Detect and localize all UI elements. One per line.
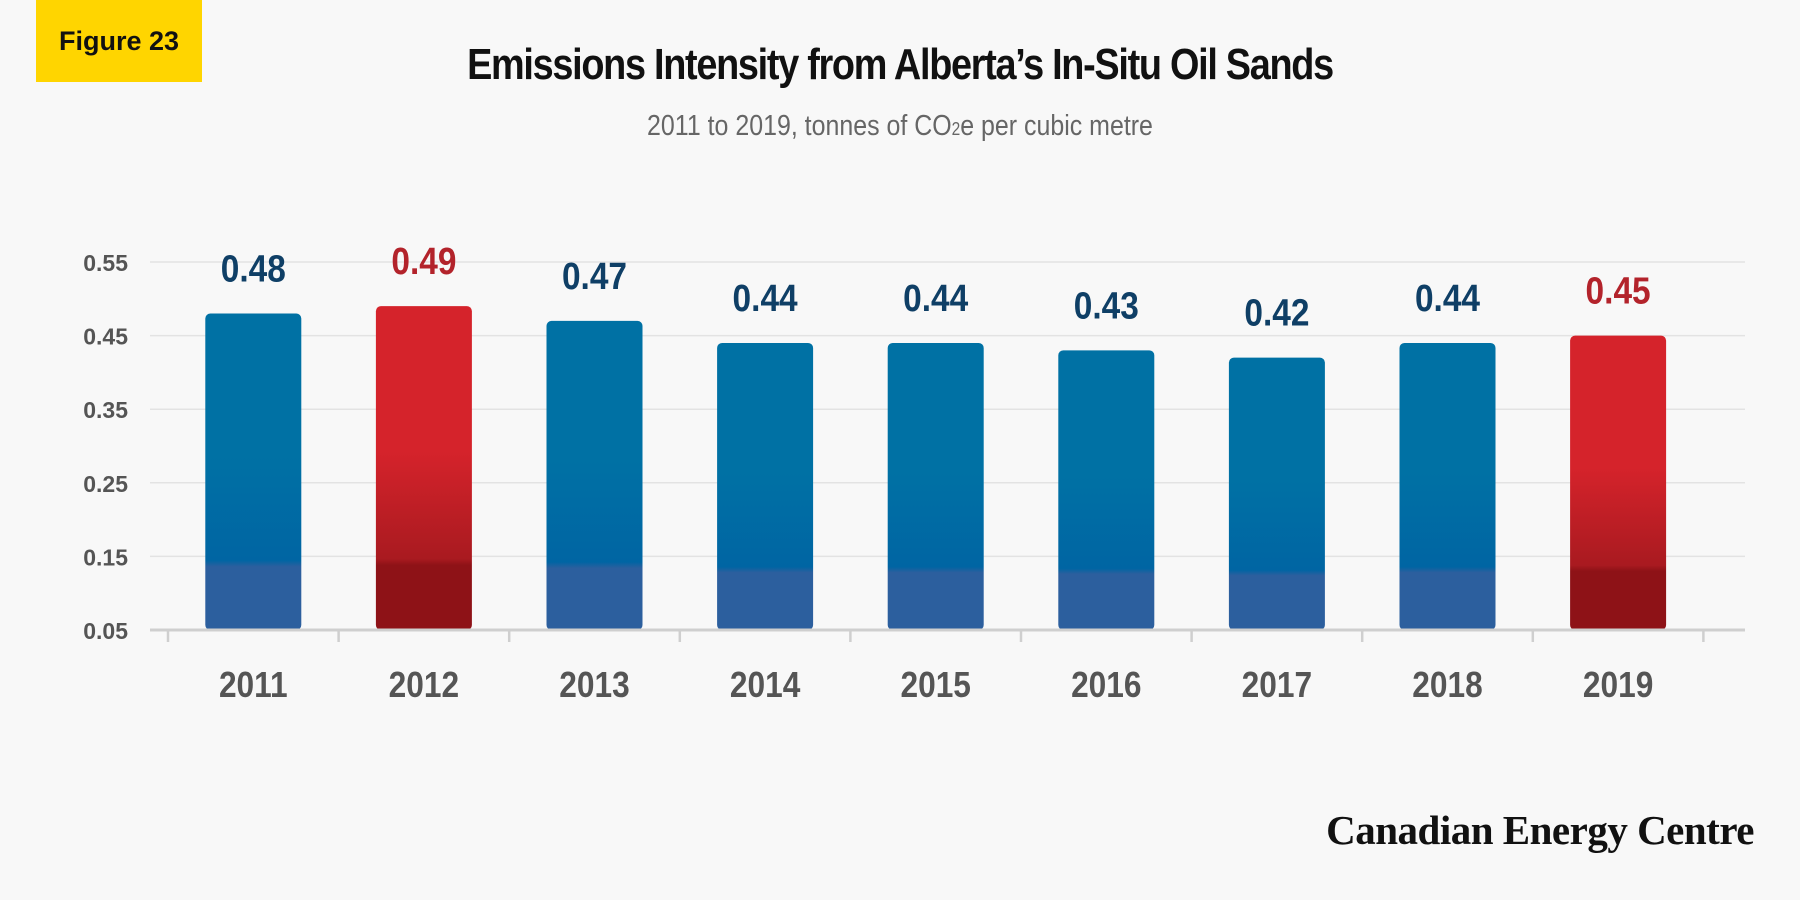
y-tick-label: 0.05 <box>83 618 128 644</box>
bar-2011 <box>205 313 302 630</box>
bar-2014 <box>717 342 814 630</box>
y-tick-label: 0.25 <box>83 471 128 497</box>
chart-title: Emissions Intensity from Alberta’s In-Si… <box>467 40 1334 89</box>
bar-2016 <box>1058 350 1155 630</box>
data-label: 0.49 <box>391 240 456 282</box>
x-tick-label: 2013 <box>559 665 629 705</box>
bar-2017 <box>1228 357 1325 630</box>
x-tick-label: 2012 <box>389 665 459 705</box>
x-tick-label: 2018 <box>1412 665 1482 705</box>
data-label: 0.44 <box>1415 277 1480 319</box>
figure-badge: Figure 23 <box>36 0 202 82</box>
data-label: 0.42 <box>1244 292 1309 334</box>
bar-2012 <box>375 306 472 630</box>
x-tick-label: 2017 <box>1242 665 1312 705</box>
bar-2018 <box>1399 342 1496 630</box>
brand-logo: Canadian Energy Centre <box>1326 807 1754 853</box>
bar-2015 <box>887 342 984 630</box>
x-tick-label: 2011 <box>219 665 288 705</box>
x-tick-label: 2019 <box>1583 665 1653 705</box>
data-label: 0.44 <box>903 277 968 319</box>
y-tick-label: 0.15 <box>83 544 128 570</box>
y-tick-label: 0.45 <box>83 324 128 350</box>
subtitle-text-end: e per cubic metre <box>960 110 1153 142</box>
subtitle-text-start: 2011 to 2019, tonnes of CO <box>647 110 952 142</box>
chart-subtitle: 2011 to 2019, tonnes of CO2e per cubic m… <box>126 110 1674 143</box>
x-tick-label: 2015 <box>900 665 970 705</box>
subtitle-subscript: 2 <box>951 119 961 139</box>
x-tick-label: 2016 <box>1071 665 1141 705</box>
data-label: 0.43 <box>1074 284 1139 326</box>
data-label: 0.45 <box>1586 270 1651 312</box>
data-label: 0.47 <box>562 255 627 297</box>
bar-2019 <box>1570 335 1667 630</box>
y-tick-label: 0.55 <box>83 250 128 276</box>
data-label: 0.44 <box>733 277 798 319</box>
data-label: 0.48 <box>221 248 286 290</box>
bar-2013 <box>546 320 643 630</box>
x-tick-label: 2014 <box>730 665 801 705</box>
y-tick-label: 0.35 <box>83 397 128 423</box>
